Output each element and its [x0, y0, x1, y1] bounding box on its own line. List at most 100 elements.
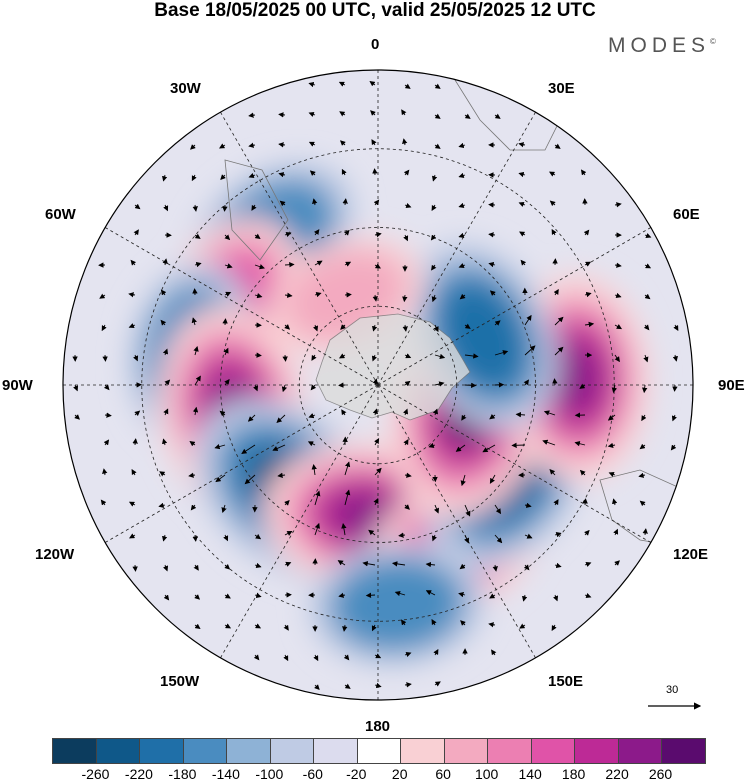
wind-arrow: [394, 590, 406, 597]
wind-arrow: [221, 504, 227, 514]
wind-arrow: [551, 228, 557, 236]
wind-arrow: [308, 141, 316, 147]
wind-arrow: [163, 564, 169, 572]
wind-arrow: [607, 414, 616, 421]
legend-tick-label: -20: [346, 766, 367, 782]
wind-arrow: [554, 562, 562, 568]
wind-arrow: [431, 264, 437, 271]
wind-arrow: [309, 170, 316, 176]
wind-arrow: [369, 80, 376, 87]
wind-arrow: [163, 594, 170, 601]
wind-arrow: [282, 354, 288, 362]
graticule: [63, 70, 693, 700]
wind-arrow: [614, 354, 620, 363]
wind-arrow: [341, 409, 347, 416]
wind-arrow: [344, 292, 352, 298]
wind-arrow: [191, 317, 197, 326]
wind-arrow: [488, 262, 496, 268]
lon-label-180: 180: [365, 718, 391, 735]
wind-arrow: [523, 564, 530, 571]
wind-arrow: [584, 529, 590, 536]
wind-arrow: [101, 324, 107, 332]
wind-arrow: [523, 379, 529, 386]
legend-swatch: [53, 739, 96, 763]
wind-arrow: [220, 174, 226, 180]
wind-arrow: [489, 413, 496, 420]
wind-arrow: [612, 498, 618, 506]
wind-arrow: [492, 564, 498, 572]
wind-vectors: [72, 80, 679, 691]
wind-arrow: [613, 528, 619, 536]
wind-arrow: [251, 204, 257, 211]
wind-arrow: [404, 504, 410, 510]
wind-arrow: [428, 442, 436, 449]
wind-arrow: [404, 682, 412, 688]
wind-arrow: [194, 261, 202, 268]
legend-swatch: [226, 739, 270, 763]
wind-arrow: [102, 468, 108, 476]
legend-tick-label: -100: [255, 766, 284, 782]
wind-arrow: [614, 202, 622, 208]
legend-swatch: [400, 739, 444, 763]
wind-arrow: [313, 324, 319, 332]
meridian-line: [105, 227, 379, 386]
wind-arrow: [574, 441, 586, 447]
wind-arrow: [314, 291, 322, 298]
legend-tick-label: -60: [302, 766, 323, 782]
wind-arrow: [160, 319, 167, 326]
wind-arrow: [365, 592, 376, 598]
wind-arrow: [553, 499, 559, 506]
wind-arrow: [519, 623, 526, 629]
wind-arrow: [518, 201, 526, 207]
wind-arrow: [614, 262, 622, 268]
wind-arrow: [584, 592, 592, 599]
wind-arrow: [458, 232, 466, 239]
wind-arrow: [194, 623, 201, 630]
wind-arrow: [248, 172, 256, 179]
legend-swatch: [574, 739, 618, 763]
wind-arrow: [431, 534, 437, 542]
wind-arrow: [638, 472, 646, 478]
color-legend: [52, 738, 706, 764]
wind-arrow: [431, 619, 437, 626]
wind-arrow: [458, 263, 466, 269]
wind-arrow: [430, 234, 437, 241]
wind-arrow: [372, 408, 378, 416]
legend-swatch: [139, 739, 183, 763]
wind-arrow: [224, 378, 230, 386]
wind-arrow: [464, 113, 471, 119]
meridian-line: [377, 384, 536, 658]
wind-arrow: [614, 292, 622, 299]
wind-arrow: [431, 204, 437, 212]
wind-arrow: [374, 263, 381, 269]
wind-arrow: [582, 498, 588, 506]
legend-swatch: [661, 739, 705, 763]
wind-arrow: [464, 382, 477, 389]
wind-arrow: [281, 384, 287, 393]
wind-arrow: [515, 411, 526, 418]
wind-arrow: [404, 472, 412, 478]
meridian-line: [377, 112, 536, 386]
legend-swatch: [182, 739, 227, 763]
wind-arrow: [192, 204, 198, 212]
wind-arrow: [551, 624, 557, 632]
wind-arrow: [194, 594, 201, 600]
wind-arrow: [607, 442, 616, 449]
wind-arrow: [188, 472, 196, 478]
wind-arrow: [312, 198, 318, 206]
wind-arrow: [343, 229, 350, 236]
wind-arrow: [370, 110, 376, 116]
wind-arrow: [461, 414, 467, 421]
wind-arrow: [371, 139, 377, 146]
wind-arrow: [372, 378, 378, 386]
wind-arrow: [134, 410, 141, 417]
wind-arrow: [374, 682, 382, 689]
lon-label-90w: 90W: [2, 377, 33, 394]
wind-arrow: [224, 263, 233, 269]
wind-arrow: [404, 353, 412, 359]
wind-arrow: [542, 439, 556, 446]
wind-arrow: [670, 444, 677, 451]
wind-arrow: [434, 504, 440, 514]
wind-arrow: [671, 414, 677, 422]
wind-arrow: [372, 294, 378, 302]
